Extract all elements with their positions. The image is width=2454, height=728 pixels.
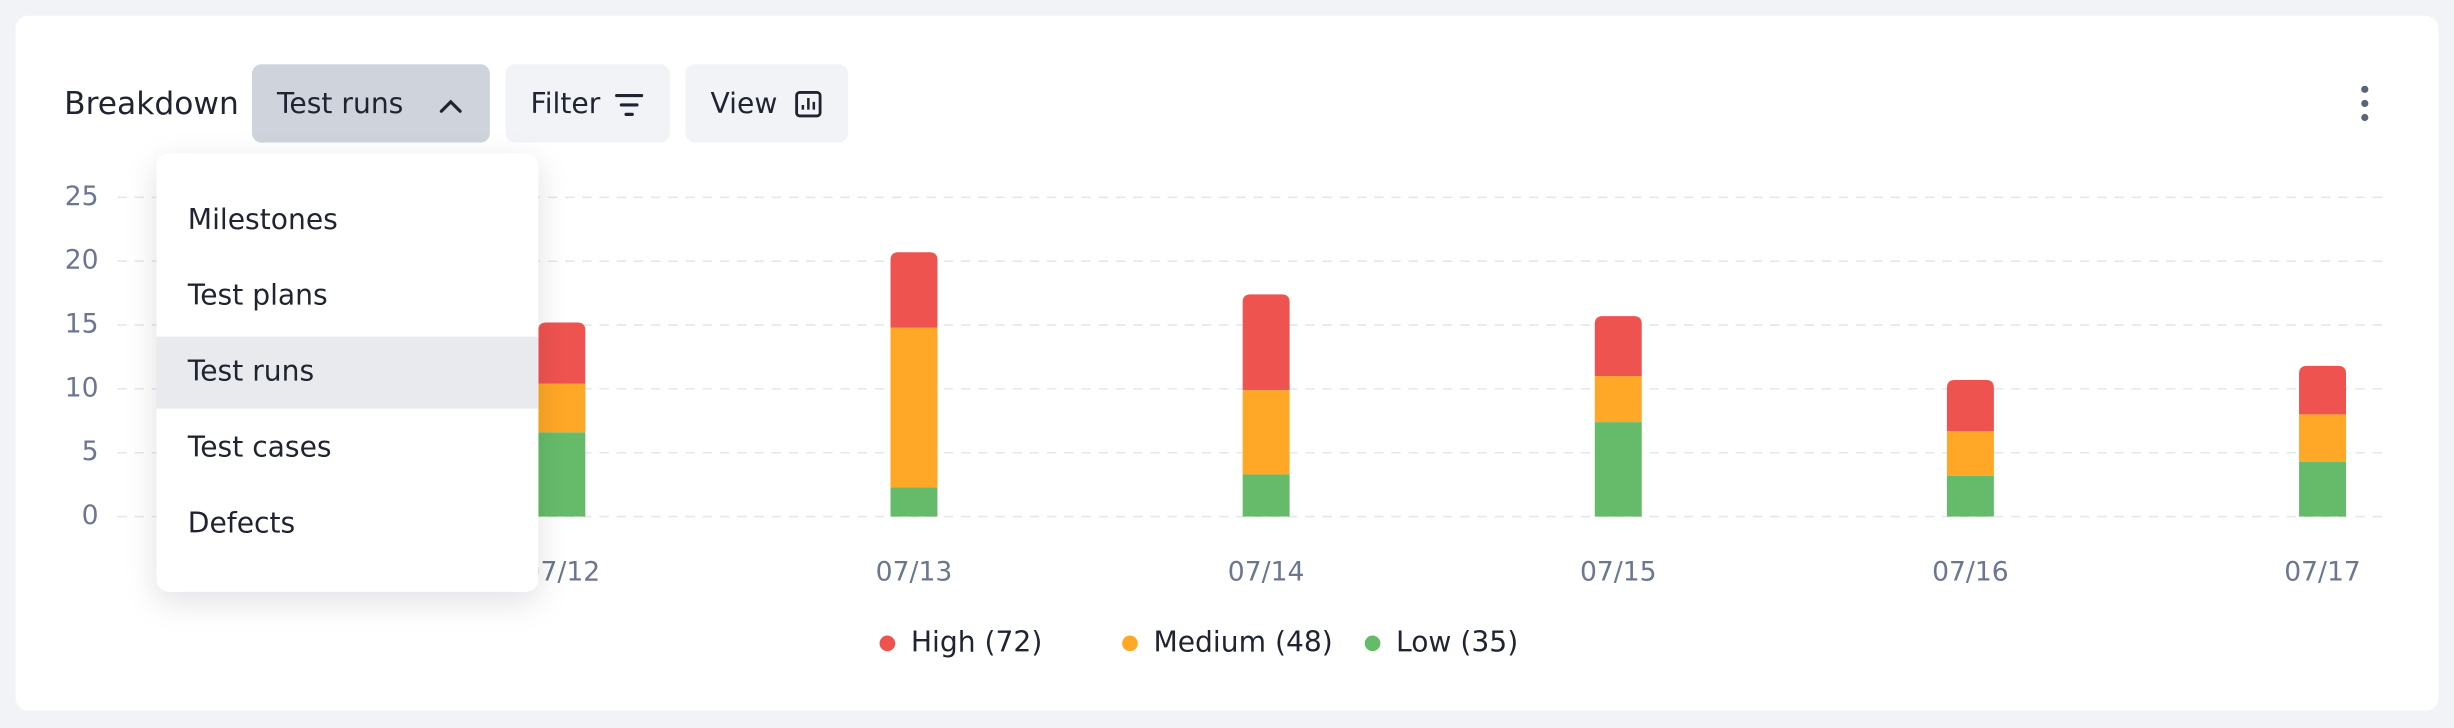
filter-icon[interactable] <box>615 94 644 116</box>
bar-segment <box>538 432 586 517</box>
bar-segment <box>538 322 586 384</box>
bar-segment <box>890 487 938 517</box>
menu-item[interactable]: Milestones <box>188 203 338 236</box>
legend-label: Low (35) <box>1396 625 1518 658</box>
bar-segment <box>1594 316 1642 377</box>
view-icon-bars[interactable] <box>801 97 816 110</box>
card <box>15 15 2439 711</box>
bar-segment <box>2299 414 2347 462</box>
more-menu[interactable] <box>2361 85 2369 122</box>
view-label[interactable]: View <box>711 87 778 120</box>
x-tick-label: 07/13 <box>876 556 953 587</box>
dot[interactable] <box>2361 85 2369 93</box>
legend-label: High (72) <box>911 625 1042 658</box>
bar-segment <box>1946 379 1994 432</box>
bar-segment <box>1242 474 1290 517</box>
menu-item[interactable]: Test plans <box>187 279 328 312</box>
select-label[interactable]: Test runs <box>276 87 403 120</box>
dropdown-menu: Milestones Test plans Test runs Test cases D… <box>156 153 539 592</box>
view-icon[interactable] <box>795 91 822 118</box>
menu-item[interactable]: Defects <box>188 506 295 539</box>
legend-marker <box>1122 635 1138 652</box>
chevron-icon[interactable] <box>439 99 462 113</box>
view-button[interactable]: View <box>685 64 849 143</box>
x-tick-label: 07/17 <box>2284 556 2361 587</box>
x-tick-label: 07/15 <box>1580 556 1657 587</box>
bar-segment <box>1594 376 1642 423</box>
dot[interactable] <box>2361 113 2369 122</box>
bar-segment <box>2299 365 2347 415</box>
bar-segment <box>2299 461 2347 517</box>
item-highlight[interactable] <box>156 336 539 409</box>
y-tick-label: 15 <box>65 309 99 340</box>
bar-segment <box>538 383 586 433</box>
bar-segment <box>890 327 938 488</box>
view-bg[interactable] <box>685 64 849 143</box>
bar-segment <box>890 252 938 328</box>
y-tick-label: 0 <box>82 500 99 531</box>
y-tick-label: 25 <box>65 181 99 212</box>
legend-marker <box>1364 635 1381 652</box>
y-tick-label: 5 <box>82 436 99 467</box>
bar-segment <box>1946 431 1994 476</box>
bar-segment <box>1594 422 1642 517</box>
menu-item[interactable]: Test runs <box>187 355 314 388</box>
filter-label[interactable]: Filter <box>531 87 601 120</box>
filter-button[interactable]: Filter <box>505 64 670 143</box>
bar-segment <box>1242 294 1290 391</box>
bar-segment <box>1946 475 1994 517</box>
title: Breakdown <box>64 86 239 122</box>
y-tick-label: 20 <box>65 245 99 276</box>
menu-item[interactable]: Test cases <box>187 431 332 464</box>
filter-bg[interactable] <box>505 64 670 143</box>
y-tick-label: 10 <box>65 372 99 403</box>
dot[interactable] <box>2361 99 2369 108</box>
bar-segment <box>1242 390 1290 475</box>
legend-marker <box>879 635 896 652</box>
legend-label: Medium (48) <box>1153 625 1332 658</box>
select-bg[interactable] <box>251 64 490 143</box>
x-tick-label: 07/16 <box>1932 556 2009 587</box>
x-tick-label: 07/14 <box>1228 556 1305 587</box>
breakdown-select[interactable]: Test runs <box>251 64 490 143</box>
